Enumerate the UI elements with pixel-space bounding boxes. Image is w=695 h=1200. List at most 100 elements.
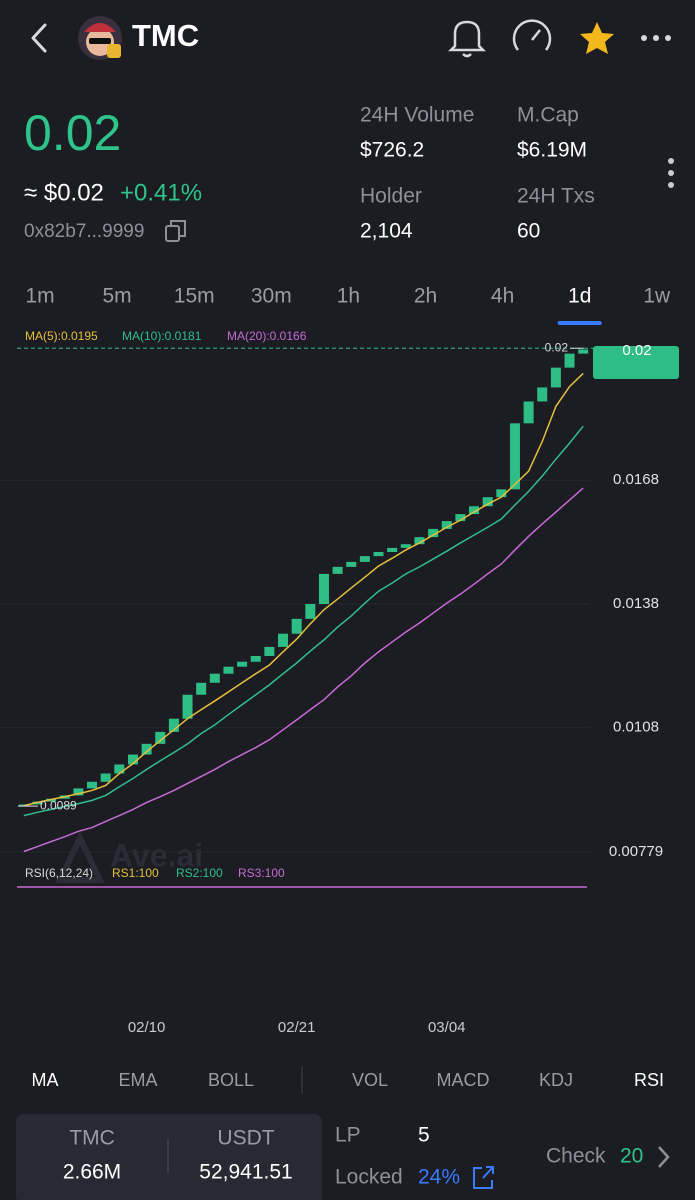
candle [482,497,493,507]
timeframe-tab[interactable]: 1h [337,285,360,308]
check-value[interactable]: 20 [620,1145,643,1168]
rsi-legend: RS2:100 [176,866,223,880]
pool-token: USDT [217,1127,274,1150]
stat-value: 2,104 [360,220,413,243]
candle [250,655,261,662]
legend-ma5: MA(5):0.0195 [25,329,98,343]
stat-value: $726.2 [360,139,424,162]
check-chevron[interactable] [658,1146,670,1168]
last-price-label: 0.02 [622,342,651,359]
legend-ma20: MA(20):0.0166 [227,329,307,343]
candle [428,528,439,538]
indicator-tab[interactable]: BOLL [208,1070,254,1090]
stat-label: 24H Volume [360,104,474,127]
candle [155,731,166,744]
stat-value: 60 [517,220,540,243]
candle [578,349,589,354]
copy-icon[interactable] [165,220,186,242]
timeframe-underline [557,321,602,325]
check-label[interactable]: Check [546,1145,606,1168]
pool-amount: 2.66M [63,1161,121,1184]
favorite-star[interactable] [580,22,614,54]
timeframe-tab[interactable]: 4h [491,285,514,308]
timeframe-tab[interactable]: 5m [103,285,132,308]
contract-address: 0x82b7...9999 [24,221,144,242]
candle [550,367,561,388]
timeframe-tab[interactable]: 1w [643,285,671,308]
legend-ma10: MA(10):0.0181 [122,329,202,343]
candle [168,718,179,732]
candle [182,694,193,719]
locked-value[interactable]: 24% [418,1166,460,1189]
candle [278,633,289,647]
timeframe-tab[interactable]: 30m [251,285,292,308]
y-tick-label: 0.0108 [613,719,659,736]
high-label: 0.02 [545,340,569,354]
candle [359,556,370,562]
ma-line [23,372,584,807]
timeframe-tab[interactable]: 1d [568,285,591,308]
speed-icon[interactable] [512,19,552,51]
timeframe-tab[interactable]: 15m [174,285,215,308]
external-link-icon[interactable] [473,1166,494,1189]
x-tick-label: 02/21 [278,1019,316,1036]
token-avatar [78,16,122,60]
candle [100,773,111,782]
pool-card [16,1114,322,1200]
indicator-tab[interactable]: MACD [437,1070,490,1090]
ma-line [23,425,584,817]
side-menu[interactable] [668,158,674,188]
back-button[interactable] [31,23,47,53]
candle [523,401,534,424]
candle [373,552,384,557]
indicator-tab[interactable]: KDJ [539,1070,573,1090]
candle [223,666,234,674]
rsi-legend: RS1:100 [112,866,159,880]
timeframe-tab[interactable]: 2h [414,285,437,308]
candle [441,521,452,529]
more-menu[interactable] [641,35,671,41]
candle [414,537,425,545]
candle [332,566,343,574]
watermark: Ave.ai [55,831,203,883]
bell-icon[interactable] [447,20,487,58]
candle [537,387,548,402]
low-label: 0.0089 [40,798,77,812]
lp-value: 5 [418,1124,430,1147]
watermark-text: Ave.ai [110,837,203,873]
ma-line [23,487,584,853]
candle [387,547,398,553]
y-tick-label: 0.0138 [613,595,659,612]
locked-label: Locked [335,1166,403,1189]
token-title: TMC [132,18,199,53]
indicator-tab[interactable]: MA [32,1070,59,1090]
rsi-legend: RS3:100 [238,866,285,880]
rsi-title: RSI(6,12,24) [25,866,93,880]
price-usd: ≈ $0.02 [24,179,104,206]
indicator-tab[interactable]: RSI [634,1070,664,1090]
candle [455,514,466,522]
indicator-tab[interactable]: EMA [118,1070,157,1090]
candle [496,489,507,498]
candle [209,673,220,683]
candle [141,743,152,755]
candle [127,754,138,765]
candle [237,661,248,667]
x-tick-label: 02/10 [128,1019,166,1036]
candle [114,764,125,774]
stat-label: M.Cap [517,104,579,127]
price-change: +0.41% [120,179,202,206]
candle [469,506,480,515]
indicator-tab[interactable]: VOL [352,1070,388,1090]
candle [346,561,357,567]
candle [318,573,329,604]
candle [73,788,84,796]
stat-value: $6.19M [517,139,587,162]
price: 0.02 [24,105,121,161]
candle [564,353,575,368]
timeframe-tab[interactable]: 1m [25,285,54,308]
x-tick-label: 03/04 [428,1019,466,1036]
